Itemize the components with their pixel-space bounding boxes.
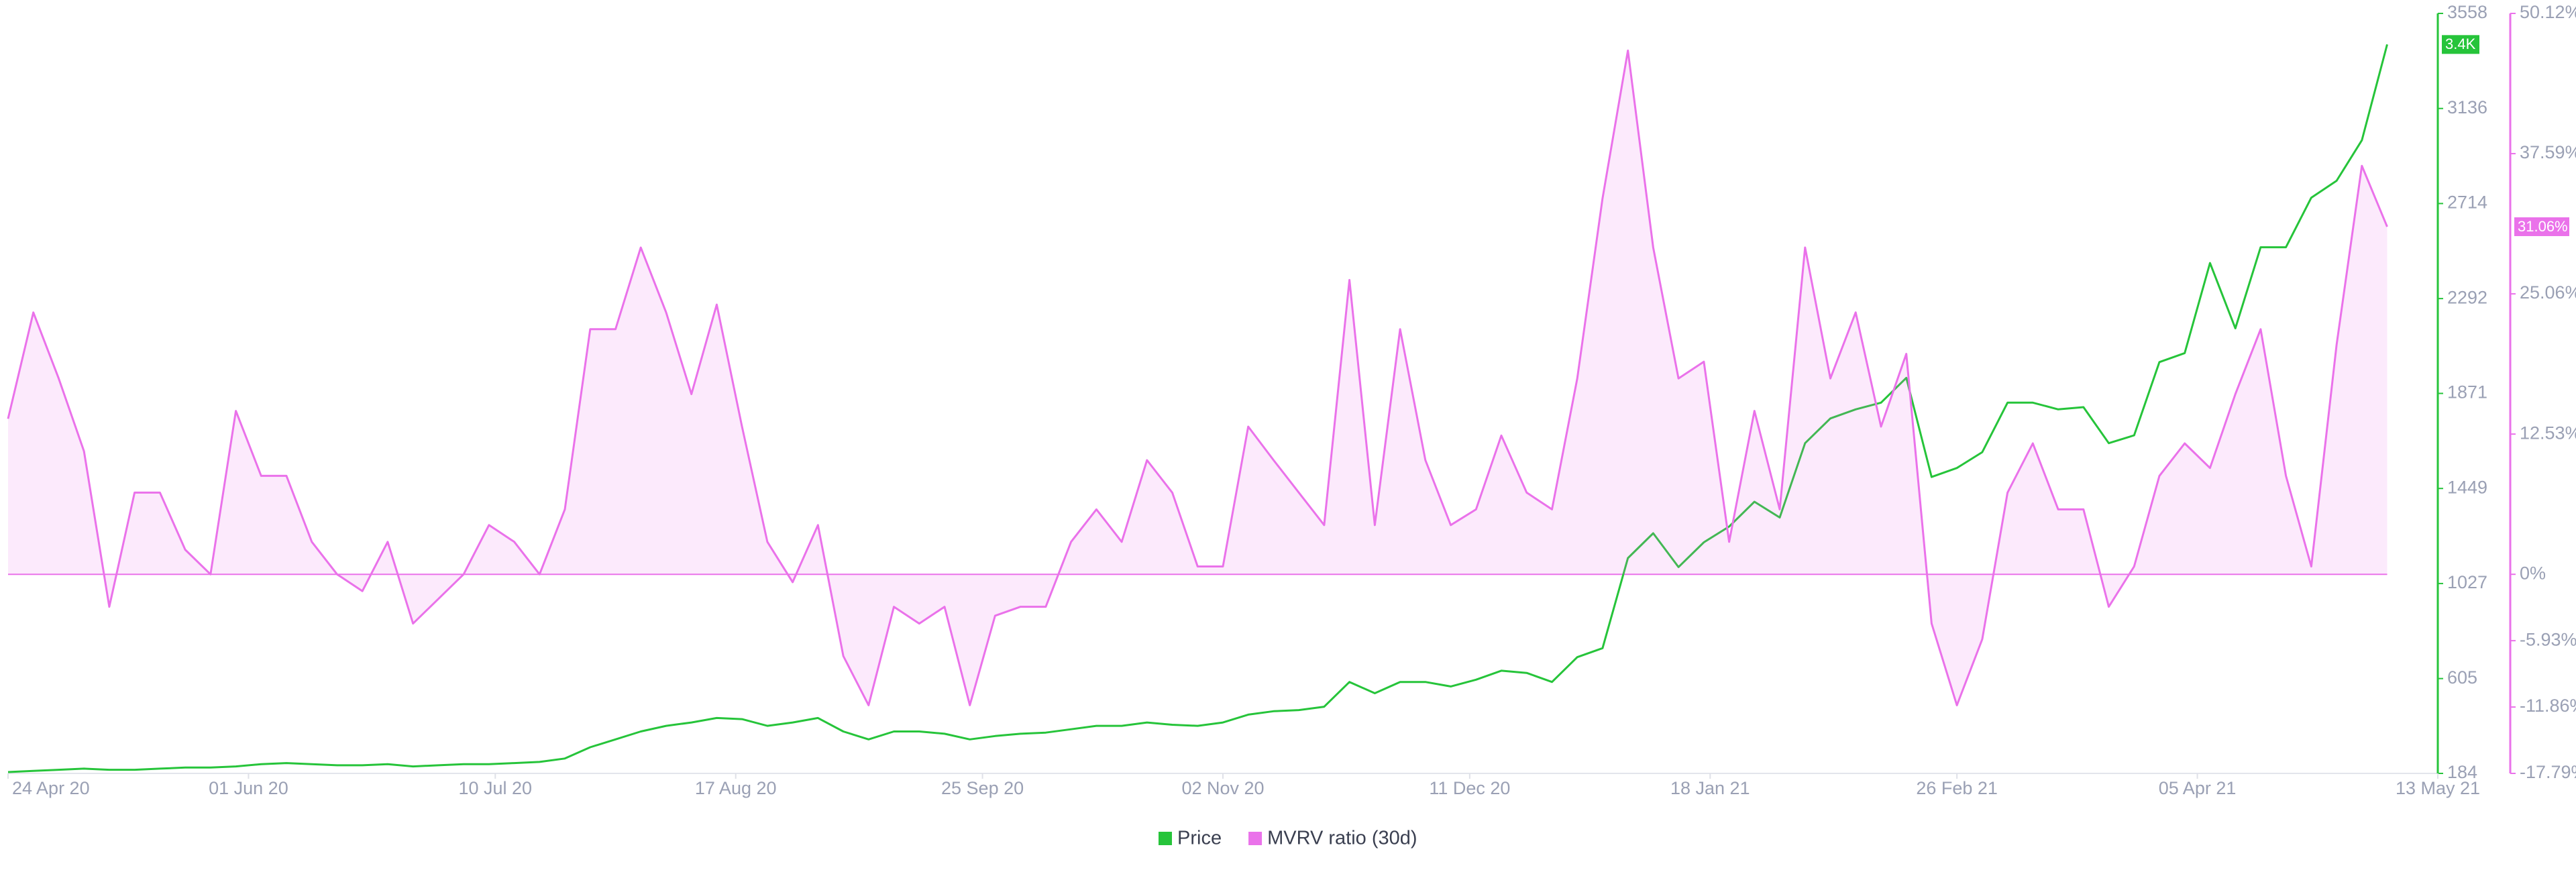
x-tick-label: 26 Feb 21 — [1916, 778, 1998, 798]
x-tick-label: 10 Jul 20 — [458, 778, 532, 798]
y-tick-label: 3136 — [2447, 97, 2487, 117]
legend-item[interactable]: Price — [1159, 828, 1222, 849]
y-tick-label: 184 — [2447, 762, 2477, 782]
y2-tick-label: -5.93% — [2520, 629, 2576, 649]
y2-tick-label: 0% — [2520, 563, 2546, 583]
y2-tick-label: 12.53% — [2520, 423, 2576, 443]
y-tick-label: 605 — [2447, 667, 2477, 688]
badge-box — [2514, 217, 2569, 236]
x-tick-label: 24 Apr 20 — [12, 778, 90, 798]
badge-text: 31.06% — [2518, 218, 2568, 235]
series-line — [7, 44, 2388, 773]
legend-text: MVRV ratio (30d) — [1267, 828, 1417, 849]
legend-swatch — [1248, 832, 1263, 845]
x-tick-label: 05 Apr 21 — [2159, 778, 2237, 798]
legend-text: Price — [1177, 828, 1222, 849]
badge-text: 3.4K — [2445, 36, 2476, 52]
y2-tick-label: -17.79% — [2520, 762, 2576, 782]
y2-tick-label: 37.59% — [2520, 142, 2576, 162]
x-tick-label: 13 May 21 — [2396, 778, 2480, 798]
area — [8, 50, 2387, 706]
legend-swatch — [1159, 832, 1172, 845]
y2-tick-label: 25.06% — [2520, 282, 2576, 303]
value-badge: 3.4K — [2442, 35, 2479, 54]
y-tick-label: 3558 — [2447, 2, 2487, 22]
y-tick-label: 1871 — [2447, 382, 2487, 402]
y-tick-label: 2714 — [2447, 193, 2487, 213]
y2-tick-label: 50.12% — [2520, 2, 2576, 22]
x-tick-label: 17 Aug 20 — [695, 778, 777, 798]
y2-tick-label: -11.86% — [2520, 696, 2576, 716]
x-tick-label: 02 Nov 20 — [1181, 778, 1264, 798]
x-tick-label: 01 Jun 20 — [209, 778, 288, 798]
badge-box — [2442, 35, 2479, 54]
x-tick-label: 18 Jan 21 — [1670, 778, 1750, 798]
x-tick-label: 25 Sep 20 — [941, 778, 1024, 798]
x-tick-label: 11 Dec 20 — [1429, 778, 1510, 798]
y-tick-label: 1027 — [2447, 572, 2487, 592]
value-badge: 31.06% — [2514, 217, 2569, 236]
y-tick-label: 1449 — [2447, 477, 2487, 497]
legend-item[interactable]: MVRV ratio (30d) — [1248, 828, 1417, 849]
y-tick-label: 2292 — [2447, 287, 2487, 307]
series-line — [7, 49, 2388, 706]
